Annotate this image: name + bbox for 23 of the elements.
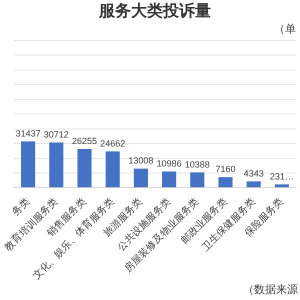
data-label: 24662 bbox=[100, 138, 126, 148]
bar bbox=[77, 149, 92, 188]
bar bbox=[134, 168, 148, 188]
data-label: 10388 bbox=[184, 159, 210, 170]
data-label: 26255 bbox=[72, 136, 98, 146]
data-label: 4343 bbox=[244, 168, 264, 178]
bar bbox=[49, 142, 64, 188]
bar bbox=[190, 172, 204, 188]
bar bbox=[21, 141, 36, 188]
data-label: 10986 bbox=[156, 158, 182, 169]
data-label: 31437 bbox=[16, 128, 41, 138]
x-tick-label: 务类 bbox=[9, 195, 32, 218]
text: （数据来源 bbox=[243, 283, 298, 296]
data-label: 231… bbox=[270, 171, 294, 182]
data-label: 30712 bbox=[44, 129, 69, 140]
bar bbox=[218, 177, 233, 188]
data-label: 13008 bbox=[128, 156, 154, 166]
chart-subtitle: （单 bbox=[274, 22, 296, 36]
bar bbox=[106, 151, 120, 188]
data-label: 7160 bbox=[215, 164, 236, 174]
bar bbox=[246, 181, 261, 188]
chart-title: 服务大类投诉量 bbox=[98, 0, 211, 20]
bar bbox=[162, 172, 176, 188]
